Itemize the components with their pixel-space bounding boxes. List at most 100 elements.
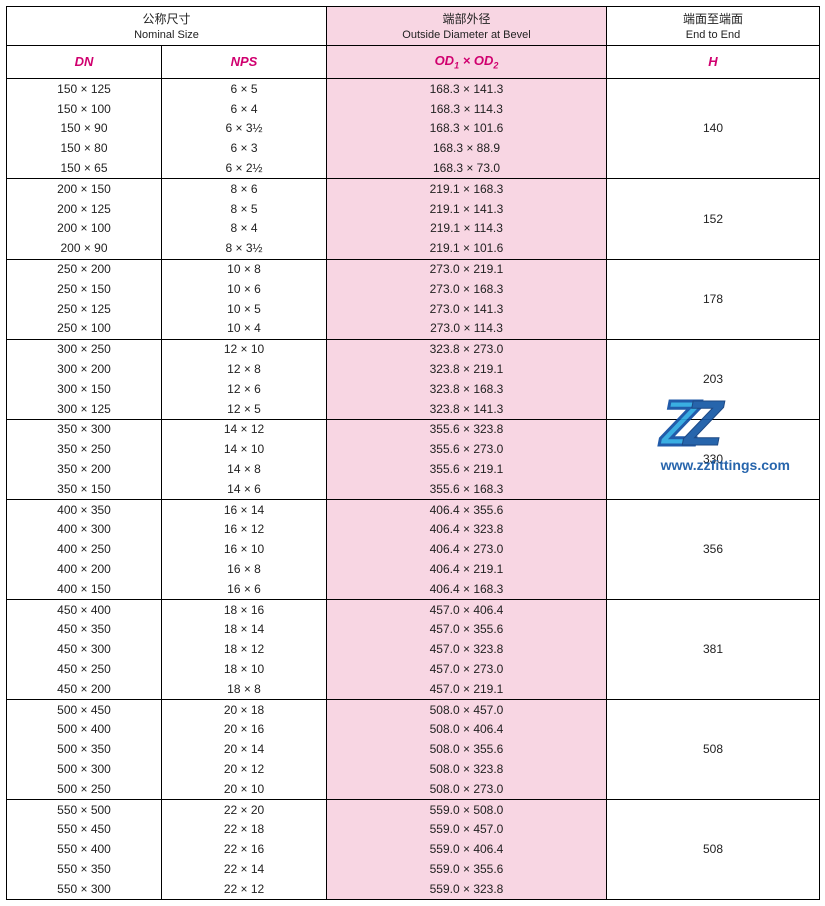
cell-od: 406.4 × 273.0	[327, 540, 607, 560]
cell-od: 457.0 × 273.0	[327, 659, 607, 679]
cell-nps: 6 × 3½	[162, 119, 327, 139]
table-row: 550 × 50022 × 20559.0 × 508.0508	[7, 800, 820, 820]
cell-dn: 300 × 200	[7, 360, 162, 380]
table-row: 250 × 20010 × 8273.0 × 219.1178	[7, 259, 820, 279]
header-end-cn: 端面至端面	[607, 11, 819, 28]
header-end-en: End to End	[607, 28, 819, 43]
table-row: 200 × 1508 × 6219.1 × 168.3152	[7, 179, 820, 199]
cell-nps: 22 × 18	[162, 820, 327, 840]
cell-dn: 200 × 150	[7, 179, 162, 199]
cell-dn: 550 × 500	[7, 800, 162, 820]
cell-dn: 300 × 250	[7, 339, 162, 359]
cell-h: 508	[607, 800, 820, 900]
cell-nps: 16 × 8	[162, 560, 327, 580]
header-nominal: 公称尺寸 Nominal Size	[7, 7, 327, 46]
cell-nps: 12 × 6	[162, 379, 327, 399]
cell-od: 457.0 × 406.4	[327, 600, 607, 620]
cell-nps: 20 × 12	[162, 759, 327, 779]
cell-dn: 150 × 100	[7, 99, 162, 119]
cell-od: 559.0 × 323.8	[327, 879, 607, 899]
cell-dn: 550 × 400	[7, 840, 162, 860]
cell-h: 140	[607, 79, 820, 179]
cell-dn: 400 × 150	[7, 579, 162, 599]
cell-nps: 8 × 4	[162, 219, 327, 239]
cell-nps: 18 × 16	[162, 600, 327, 620]
cell-dn: 150 × 125	[7, 79, 162, 99]
header-nominal-en: Nominal Size	[7, 28, 326, 43]
table-row: 300 × 25012 × 10323.8 × 273.0203	[7, 339, 820, 359]
cell-od: 273.0 × 219.1	[327, 259, 607, 279]
cell-od: 406.4 × 355.6	[327, 500, 607, 520]
cell-nps: 22 × 12	[162, 879, 327, 899]
cell-dn: 350 × 250	[7, 440, 162, 460]
cell-dn: 400 × 300	[7, 520, 162, 540]
top-header-row: 公称尺寸 Nominal Size 端部外径 Outside Diameter …	[7, 7, 820, 46]
cell-dn: 300 × 125	[7, 399, 162, 419]
cell-h: 381	[607, 600, 820, 700]
col-od: OD1 × OD2	[327, 46, 607, 79]
cell-od: 168.3 × 73.0	[327, 159, 607, 179]
cell-dn: 250 × 125	[7, 299, 162, 319]
cell-od: 457.0 × 323.8	[327, 640, 607, 660]
cell-h: 356	[607, 500, 820, 600]
cell-h: 330	[607, 419, 820, 499]
cell-od: 323.8 × 273.0	[327, 339, 607, 359]
cell-od: 559.0 × 457.0	[327, 820, 607, 840]
cell-od: 219.1 × 101.6	[327, 239, 607, 259]
cell-od: 406.4 × 323.8	[327, 520, 607, 540]
cell-nps: 6 × 4	[162, 99, 327, 119]
cell-od: 508.0 × 273.0	[327, 779, 607, 799]
cell-nps: 8 × 6	[162, 179, 327, 199]
table-row: 150 × 1256 × 5168.3 × 141.3140	[7, 79, 820, 99]
cell-nps: 20 × 10	[162, 779, 327, 799]
cell-dn: 250 × 150	[7, 279, 162, 299]
header-od-en: Outside Diameter at Bevel	[327, 28, 606, 43]
cell-dn: 500 × 450	[7, 700, 162, 720]
cell-dn: 450 × 400	[7, 600, 162, 620]
cell-od: 457.0 × 219.1	[327, 679, 607, 699]
cell-dn: 550 × 450	[7, 820, 162, 840]
cell-dn: 200 × 100	[7, 219, 162, 239]
header-end: 端面至端面 End to End	[607, 7, 820, 46]
cell-h: 178	[607, 259, 820, 339]
cell-nps: 12 × 10	[162, 339, 327, 359]
cell-od: 323.8 × 168.3	[327, 379, 607, 399]
column-header-row: DN NPS OD1 × OD2 H	[7, 46, 820, 79]
cell-dn: 150 × 90	[7, 119, 162, 139]
col-dn: DN	[7, 46, 162, 79]
cell-nps: 8 × 5	[162, 199, 327, 219]
cell-dn: 450 × 300	[7, 640, 162, 660]
cell-h: 152	[607, 179, 820, 259]
cell-nps: 16 × 6	[162, 579, 327, 599]
cell-dn: 250 × 100	[7, 319, 162, 339]
cell-od: 323.8 × 219.1	[327, 360, 607, 380]
cell-nps: 10 × 4	[162, 319, 327, 339]
cell-od: 559.0 × 355.6	[327, 859, 607, 879]
cell-od: 219.1 × 114.3	[327, 219, 607, 239]
cell-dn: 500 × 400	[7, 720, 162, 740]
cell-nps: 10 × 5	[162, 299, 327, 319]
cell-dn: 450 × 350	[7, 620, 162, 640]
cell-nps: 16 × 10	[162, 540, 327, 560]
cell-nps: 14 × 6	[162, 479, 327, 499]
cell-dn: 250 × 200	[7, 259, 162, 279]
col-nps: NPS	[162, 46, 327, 79]
cell-dn: 150 × 80	[7, 139, 162, 159]
cell-od: 168.3 × 141.3	[327, 79, 607, 99]
cell-dn: 200 × 90	[7, 239, 162, 259]
cell-nps: 6 × 3	[162, 139, 327, 159]
cell-dn: 550 × 350	[7, 859, 162, 879]
cell-od: 508.0 × 355.6	[327, 740, 607, 760]
cell-nps: 14 × 8	[162, 460, 327, 480]
cell-od: 355.6 × 219.1	[327, 460, 607, 480]
cell-nps: 22 × 16	[162, 840, 327, 860]
cell-dn: 300 × 150	[7, 379, 162, 399]
cell-od: 559.0 × 508.0	[327, 800, 607, 820]
cell-nps: 18 × 10	[162, 659, 327, 679]
cell-od: 168.3 × 88.9	[327, 139, 607, 159]
cell-nps: 22 × 14	[162, 859, 327, 879]
cell-od: 406.4 × 219.1	[327, 560, 607, 580]
table-row: 450 × 40018 × 16457.0 × 406.4381	[7, 600, 820, 620]
cell-nps: 18 × 14	[162, 620, 327, 640]
table-row: 500 × 45020 × 18508.0 × 457.0508	[7, 700, 820, 720]
